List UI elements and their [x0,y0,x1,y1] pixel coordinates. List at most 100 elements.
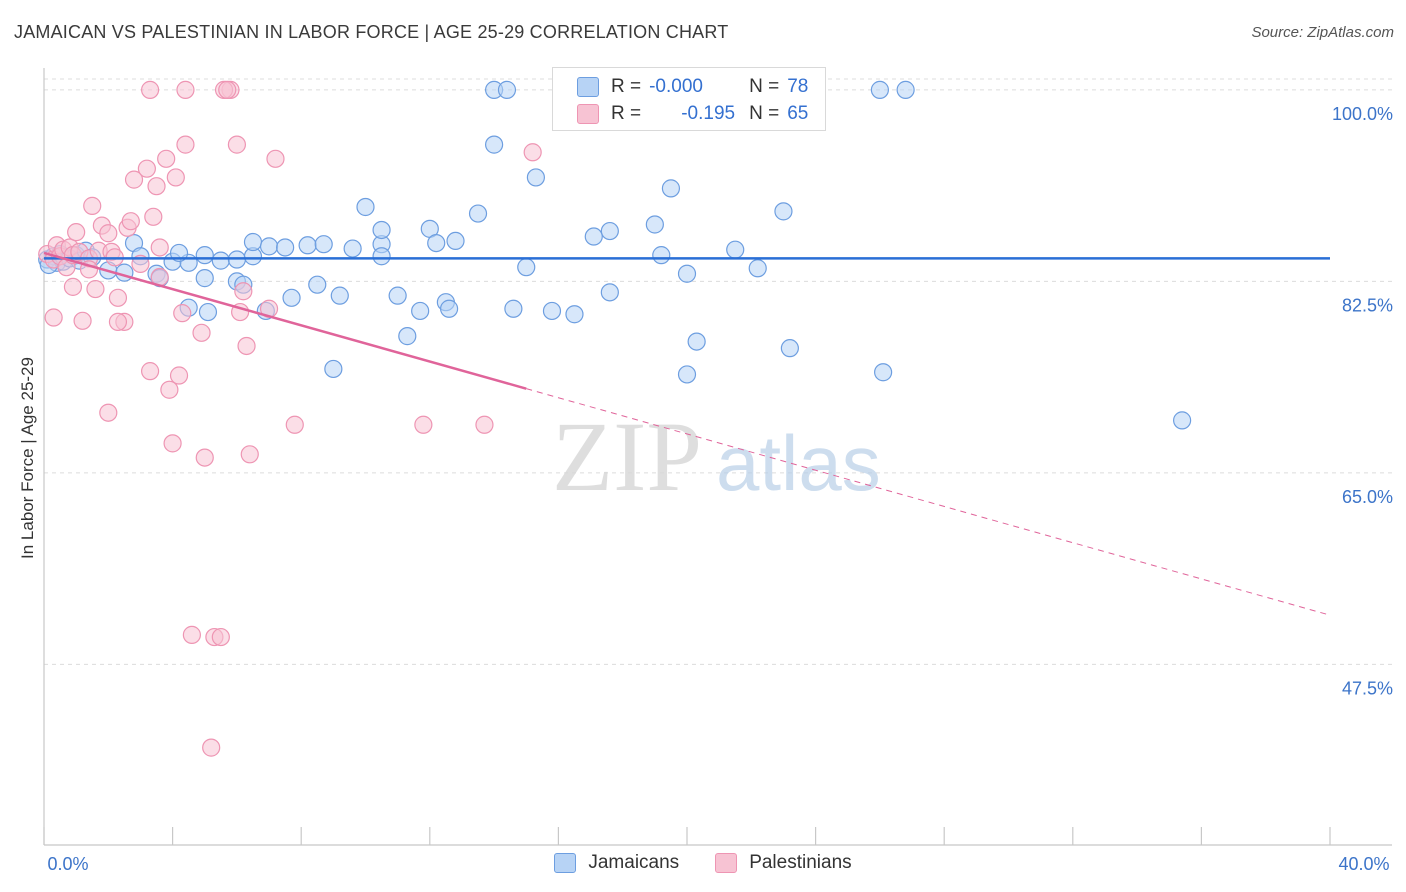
legend-row-jamaicans: R = -0.000 N = 78 [577,75,808,99]
palestinian-point [140,362,160,381]
palestinian-point [234,282,253,301]
jamaican-point [243,232,263,252]
palestinian-point [160,380,179,399]
jamaican-point [517,258,536,277]
jamaican-point [198,302,218,322]
legend-label: Jamaicans [588,852,680,873]
jamaican-point [388,286,407,305]
palestinian-point [523,143,542,162]
jamaican-point [896,80,915,99]
palestinian-point [227,135,246,154]
legend-row-palestinians: R = -0.195 N = 65 [577,102,808,126]
jamaican-point [677,365,697,384]
jamaican-point [485,135,504,154]
jamaican-point [427,233,446,253]
palestinian-point [44,308,63,327]
palestinian-trend-line [43,251,527,390]
legend-r-label: R = [611,103,642,124]
legend-n-label: N = [749,76,780,97]
palestinian-trend-extension [526,388,1331,616]
legend-swatch-pink [577,104,599,124]
trend-lines [43,251,1331,616]
palestinian-point [176,80,195,99]
legend-swatch-blue [554,853,577,873]
palestinian-point [202,738,221,757]
palestinian-point [266,149,285,168]
watermark-atlas: atlas [716,419,881,507]
jamaican-point [497,80,517,99]
palestinian-point [83,196,102,215]
jamaican-point [314,235,333,254]
palestinian-point [150,238,169,257]
jamaican-point [356,197,375,217]
jamaican-point [343,239,362,258]
jamaican-point [565,305,584,324]
palestinian-point [73,311,92,330]
gridlines [44,78,1392,665]
jamaican-point [372,247,391,266]
palestinian-point [475,415,494,434]
palestinian-point [157,149,176,168]
palestinian-point [414,415,433,434]
jamaican-point [652,246,671,265]
chart-source: Source: ZipAtlas.com [1251,24,1394,41]
palestinian-point [176,135,195,154]
watermark-zip: ZIP [552,401,702,512]
y-tick-label: 82.5% [1342,295,1393,315]
jamaican-point [195,246,214,265]
palestinian-point [218,80,237,99]
jamaican-point [677,264,697,283]
jamaican-point [372,220,391,240]
palestinian-point [192,323,211,342]
jamaican-point [526,168,545,187]
palestinian-point [169,366,189,385]
jamaican-point [1173,411,1192,430]
chart-title: JAMAICAN VS PALESTINIAN IN LABOR FORCE |… [14,22,729,42]
jamaican-point [584,227,603,246]
legend-swatch-blue [577,77,599,97]
y-tick-label: 65.0% [1342,487,1393,507]
legend-item-jamaicans: Jamaicans [554,852,679,874]
palestinian-point [67,223,86,242]
legend-n-label: N = [749,103,780,124]
x-tick-label: 0.0% [47,854,88,874]
jamaican-point [726,240,745,259]
x-tick-label: 40.0% [1338,854,1389,874]
jamaican-point [687,332,706,351]
jamaican-point [398,327,417,346]
palestinian-point [99,403,118,422]
jamaican-point [211,251,230,270]
palestinian-point [147,177,166,196]
palestinian-point [63,277,83,296]
legend-r-value: -0.000 [649,76,703,97]
legend-n-value: 78 [787,76,809,97]
jamaican-point [330,286,349,305]
legend-label: Palestinians [749,852,852,873]
jamaican-point [446,231,465,251]
jamaican-point [259,237,279,256]
legend-swatch-pink [715,853,738,873]
jamaican-point [324,359,343,379]
jamaican-point [504,299,523,318]
jamaican-point [411,301,430,321]
legend-n-value: 65 [787,103,809,124]
palestinian-point [211,627,230,647]
palestinian-point [108,288,128,307]
watermark: ZIP atlas [552,401,881,512]
legend-r-value: -0.195 [681,103,736,124]
jamaican-point [600,283,619,302]
palestinian-point [86,279,105,299]
palestinian-point [124,170,144,189]
jamaican-point [298,236,317,255]
jamaican-point [661,179,681,198]
palestinian-point [140,80,160,99]
data-points [38,80,1192,757]
jamaican-point [870,80,890,99]
palestinian-point [182,625,201,644]
palestinian-point [237,336,256,356]
palestinian-point [195,448,214,467]
legend-r-label: R = [611,76,642,97]
jamaican-point [276,238,295,257]
series-legend: Jamaicans Palestinians [0,852,1406,874]
